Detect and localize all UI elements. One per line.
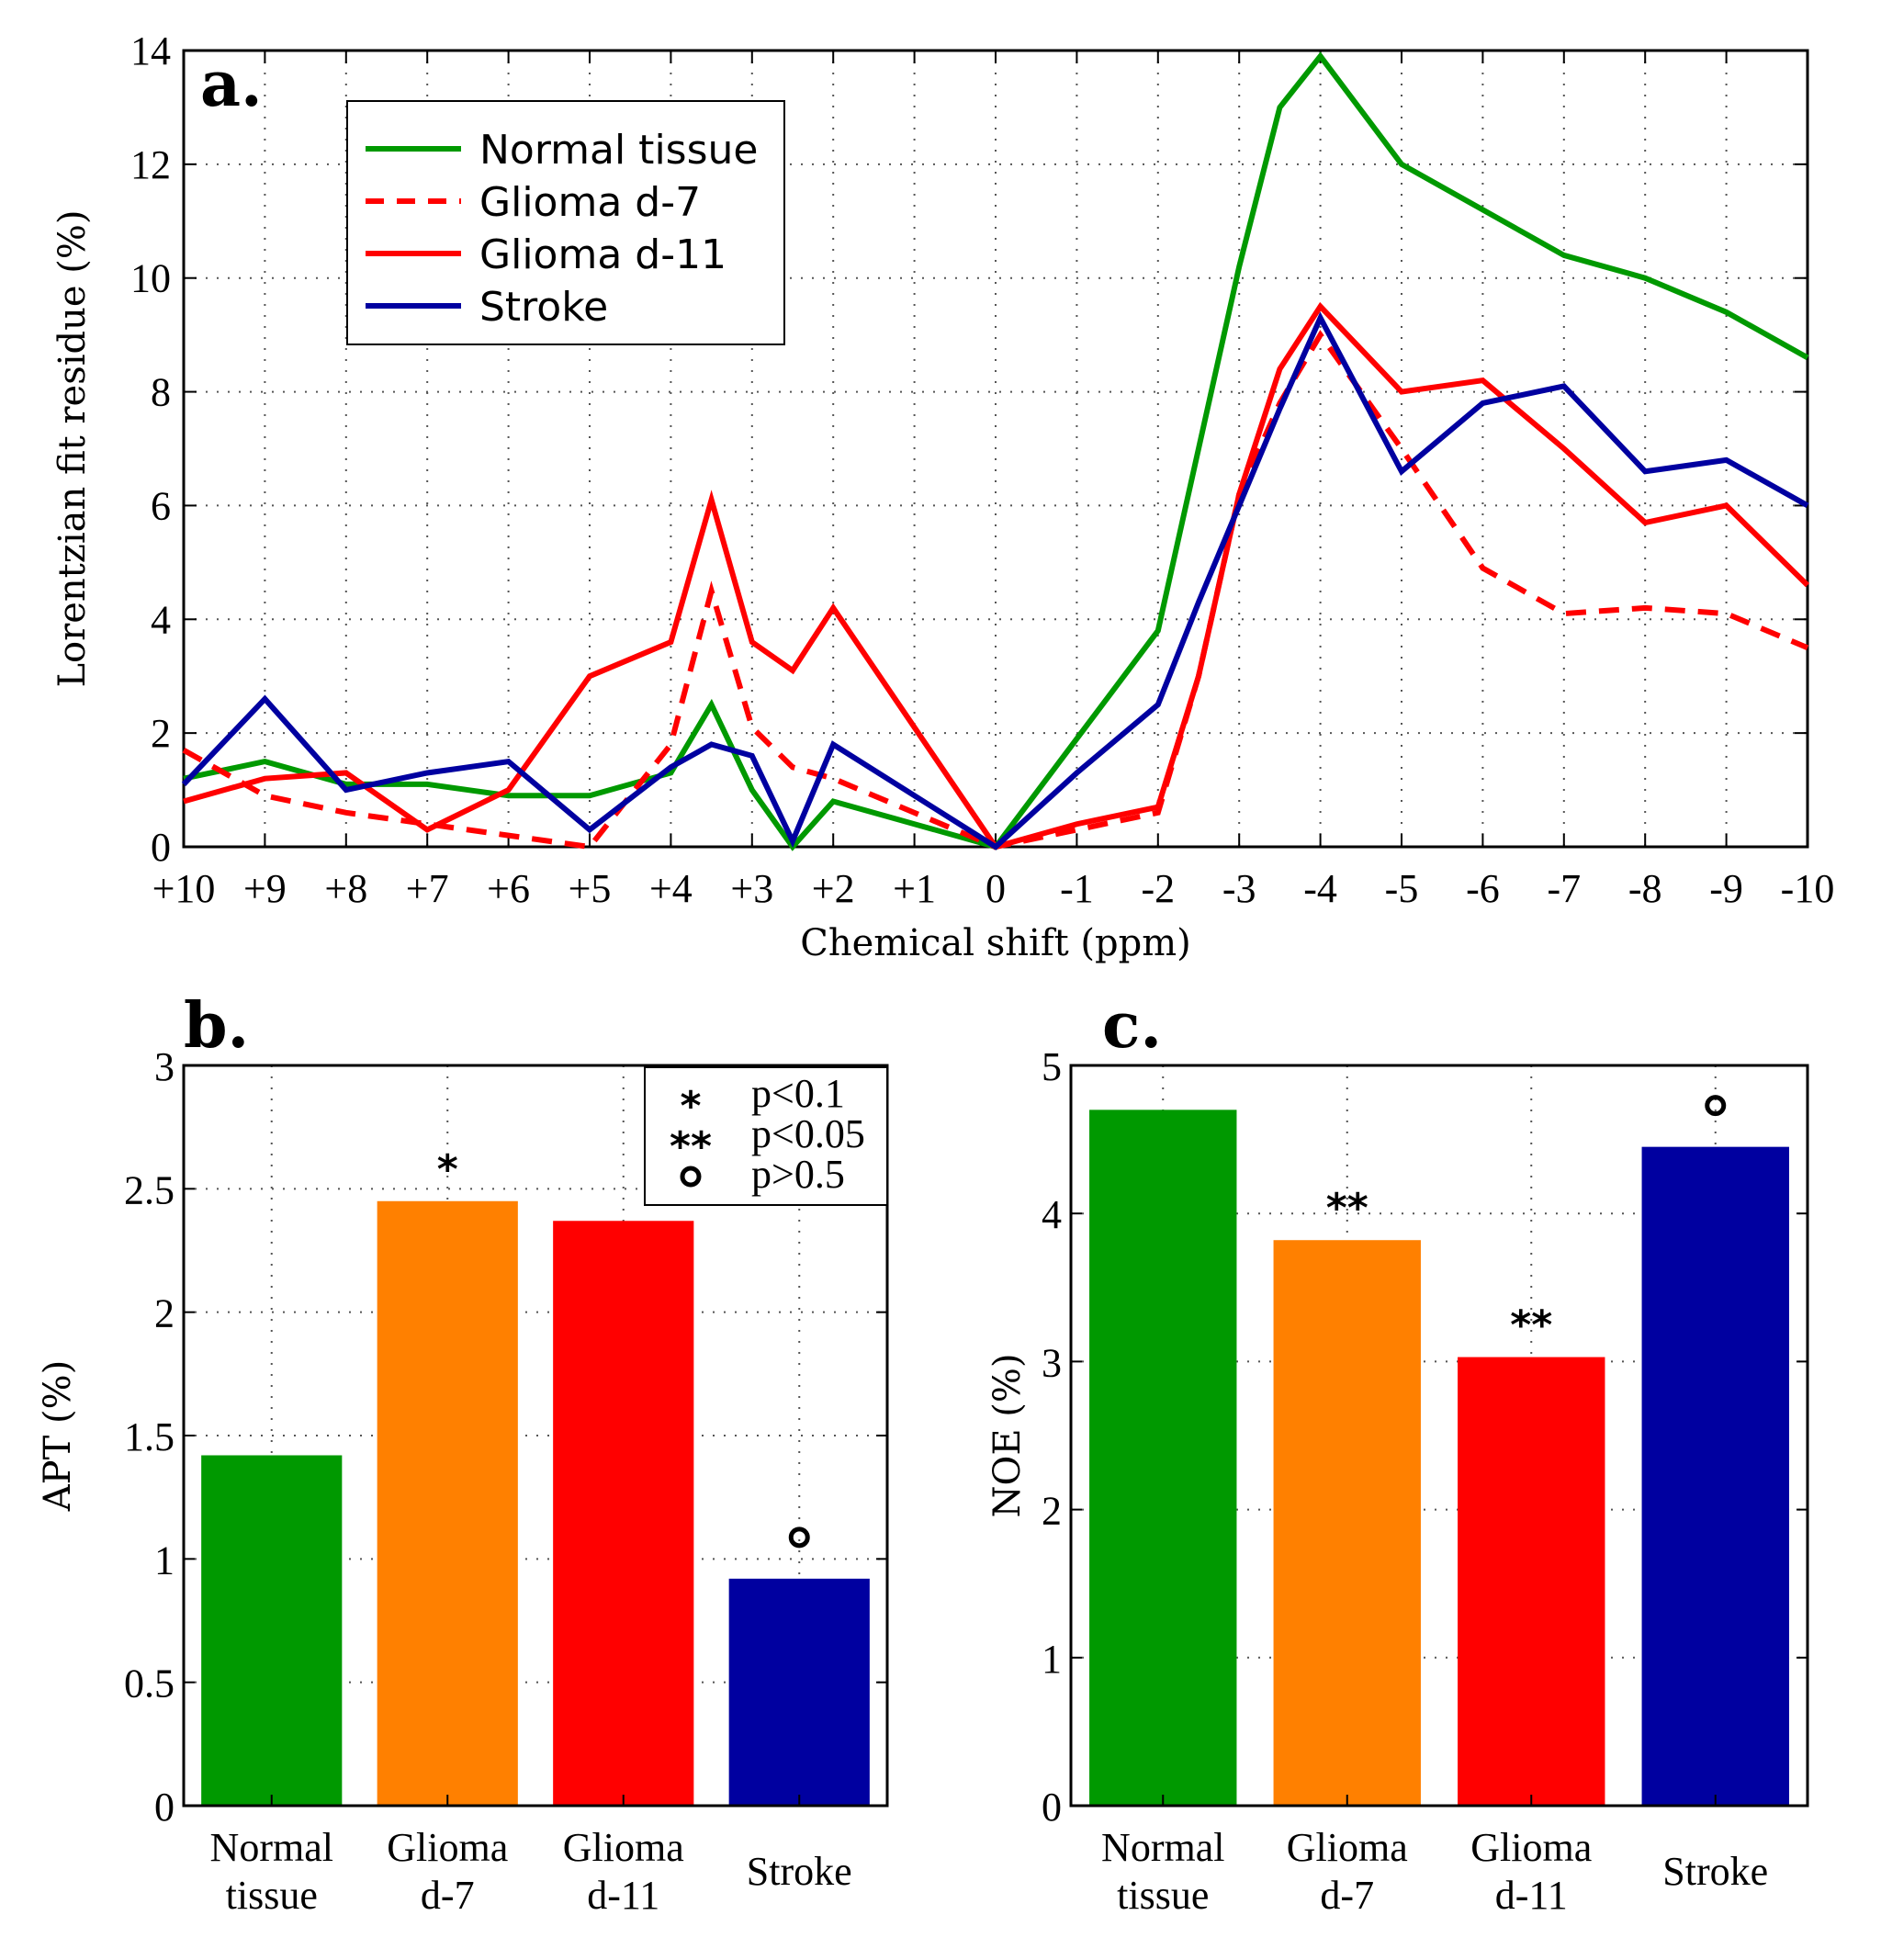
y-tick-label: 2.5 xyxy=(124,1167,175,1212)
legend-symbol-circle xyxy=(680,1166,702,1188)
panel-label-a: a. xyxy=(200,48,263,121)
x-tick-label: Glioma xyxy=(387,1825,508,1870)
x-tick-label: d-11 xyxy=(1495,1873,1568,1918)
significance-marker-star: ** xyxy=(1326,1185,1369,1232)
y-tick-label: 0.5 xyxy=(124,1661,175,1707)
bar-stroke xyxy=(728,1578,870,1806)
y-tick-label: 3 xyxy=(1042,1340,1062,1385)
bar-normal-tissue xyxy=(201,1455,343,1806)
y-axis-label: NOE (%) xyxy=(986,1354,1029,1518)
legend-symbol-star: * xyxy=(680,1083,701,1130)
bar-stroke xyxy=(1641,1146,1789,1806)
y-axis-label: Lorentzian fit residue (%) xyxy=(51,209,94,687)
x-tick-label: Normal xyxy=(1101,1825,1224,1870)
y-tick-label: 1.5 xyxy=(124,1414,175,1459)
y-tick-label: 12 xyxy=(130,142,171,187)
legend-label: Stroke xyxy=(479,284,608,331)
series-line-stroke xyxy=(181,311,1809,850)
significance-marker-star: ** xyxy=(1510,1302,1552,1349)
y-tick-label: 8 xyxy=(151,370,171,415)
y-tick-label: 0 xyxy=(151,825,171,870)
y-tick-label: 5 xyxy=(1042,1044,1062,1089)
x-tick-label: d-7 xyxy=(421,1873,475,1918)
panel-label: c. xyxy=(1102,989,1162,1063)
x-tick-label: -9 xyxy=(1709,866,1743,911)
y-tick-label: 4 xyxy=(151,597,171,642)
plot-frame xyxy=(182,1064,889,1808)
x-tick-label: +10 xyxy=(152,866,216,911)
y-axis-label: APT (%) xyxy=(37,1360,79,1512)
y-tick-label: 10 xyxy=(130,256,171,301)
plot-frame xyxy=(1069,1064,1809,1808)
significance-marker-star: * xyxy=(437,1146,458,1193)
y-tick-label: 2 xyxy=(151,711,171,756)
y-tick-label: 6 xyxy=(151,483,171,528)
x-tick-label: Glioma xyxy=(1287,1825,1408,1870)
y-tick-label: 1 xyxy=(1042,1637,1062,1682)
y-tick-label: 3 xyxy=(154,1044,175,1089)
x-tick-label: +1 xyxy=(893,866,936,911)
x-tick-label: Normal xyxy=(210,1825,333,1870)
x-tick-label: +5 xyxy=(569,866,612,911)
y-tick-label: 1 xyxy=(154,1538,175,1583)
x-tick-label: Stroke xyxy=(1662,1849,1768,1894)
x-axis-label: Chemical shift (ppm) xyxy=(800,922,1191,964)
legend-label: Normal tissue xyxy=(479,127,758,174)
y-tick-label: 0 xyxy=(154,1785,175,1830)
x-tick-label: -6 xyxy=(1466,866,1500,911)
x-tick-label: -10 xyxy=(1781,866,1835,911)
x-tick-label: -5 xyxy=(1385,866,1419,911)
x-tick-label: d-11 xyxy=(587,1873,659,1918)
x-tick-label: +3 xyxy=(730,866,773,911)
y-tick-label: 4 xyxy=(1042,1192,1062,1237)
x-tick-label: tissue xyxy=(1117,1873,1209,1918)
x-tick-label: -2 xyxy=(1141,866,1175,911)
legend-label: p<0.1 xyxy=(751,1071,845,1116)
x-tick-label: +8 xyxy=(324,866,367,911)
x-tick-label: +7 xyxy=(406,866,449,911)
x-tick-label: +9 xyxy=(243,866,287,911)
x-tick-label: +6 xyxy=(487,866,530,911)
y-tick-label: 2 xyxy=(154,1291,175,1336)
panel-label: b. xyxy=(184,989,249,1063)
x-tick-label: Glioma xyxy=(563,1825,684,1870)
bar-glioma-d-7 xyxy=(1273,1240,1421,1806)
bar-normal-tissue xyxy=(1089,1110,1237,1806)
x-tick-label: +4 xyxy=(649,866,693,911)
x-tick-label: Glioma xyxy=(1470,1825,1592,1870)
x-tick-label: -8 xyxy=(1628,866,1662,911)
x-tick-label: tissue xyxy=(226,1873,318,1918)
x-tick-label: Stroke xyxy=(747,1849,852,1894)
x-tick-label: -1 xyxy=(1060,866,1094,911)
y-tick-label: 2 xyxy=(1042,1489,1062,1534)
legend-label: p>0.5 xyxy=(751,1152,845,1197)
x-tick-label: d-7 xyxy=(1320,1873,1374,1918)
x-tick-label: -3 xyxy=(1222,866,1256,911)
x-tick-label: +2 xyxy=(812,866,855,911)
bar-glioma-d-7 xyxy=(377,1200,518,1806)
bar-glioma-d-11 xyxy=(553,1221,694,1806)
significance-marker-circle xyxy=(788,1526,810,1549)
legend-label: p<0.05 xyxy=(751,1111,865,1156)
y-tick-label: 14 xyxy=(130,28,171,73)
bar-glioma-d-11 xyxy=(1458,1357,1605,1806)
y-tick-label: 0 xyxy=(1042,1785,1062,1830)
legend-label: Glioma d-11 xyxy=(479,231,726,278)
significance-marker-circle xyxy=(1705,1095,1727,1117)
legend-label: Glioma d-7 xyxy=(479,179,701,226)
x-tick-label: 0 xyxy=(986,866,1006,911)
legend-symbol-star: ** xyxy=(670,1123,712,1170)
x-tick-label: -4 xyxy=(1303,866,1337,911)
x-tick-label: -7 xyxy=(1547,866,1581,911)
